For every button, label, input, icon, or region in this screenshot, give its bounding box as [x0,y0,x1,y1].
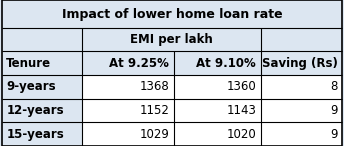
Bar [82,122,174,146]
Text: Saving (Rs): Saving (Rs) [262,57,338,70]
Text: 1143: 1143 [226,104,256,117]
Text: 1360: 1360 [226,80,256,93]
Bar [260,99,342,122]
Text: 9: 9 [330,104,338,117]
Bar [2,51,342,75]
Bar [174,122,260,146]
Bar [260,75,342,99]
Bar [2,122,82,146]
Text: 1029: 1029 [139,128,169,141]
Text: 1368: 1368 [139,80,169,93]
Text: EMI per lakh: EMI per lakh [130,33,213,46]
Bar [2,28,342,51]
Text: Tenure: Tenure [6,57,51,70]
Text: Impact of lower home loan rate: Impact of lower home loan rate [62,8,282,21]
Text: 8: 8 [331,80,338,93]
Bar [82,75,174,99]
Text: 1020: 1020 [226,128,256,141]
Text: At 9.25%: At 9.25% [109,57,169,70]
Bar [174,99,260,122]
Bar [2,0,342,28]
Bar [260,122,342,146]
Text: 15-years: 15-years [6,128,64,141]
Text: 9: 9 [330,128,338,141]
Bar [2,75,82,99]
Bar [174,75,260,99]
Text: 1152: 1152 [139,104,169,117]
Bar [2,99,82,122]
Text: 9-years: 9-years [6,80,56,93]
Text: 12-years: 12-years [6,104,64,117]
Bar [82,99,174,122]
Text: At 9.10%: At 9.10% [196,57,256,70]
